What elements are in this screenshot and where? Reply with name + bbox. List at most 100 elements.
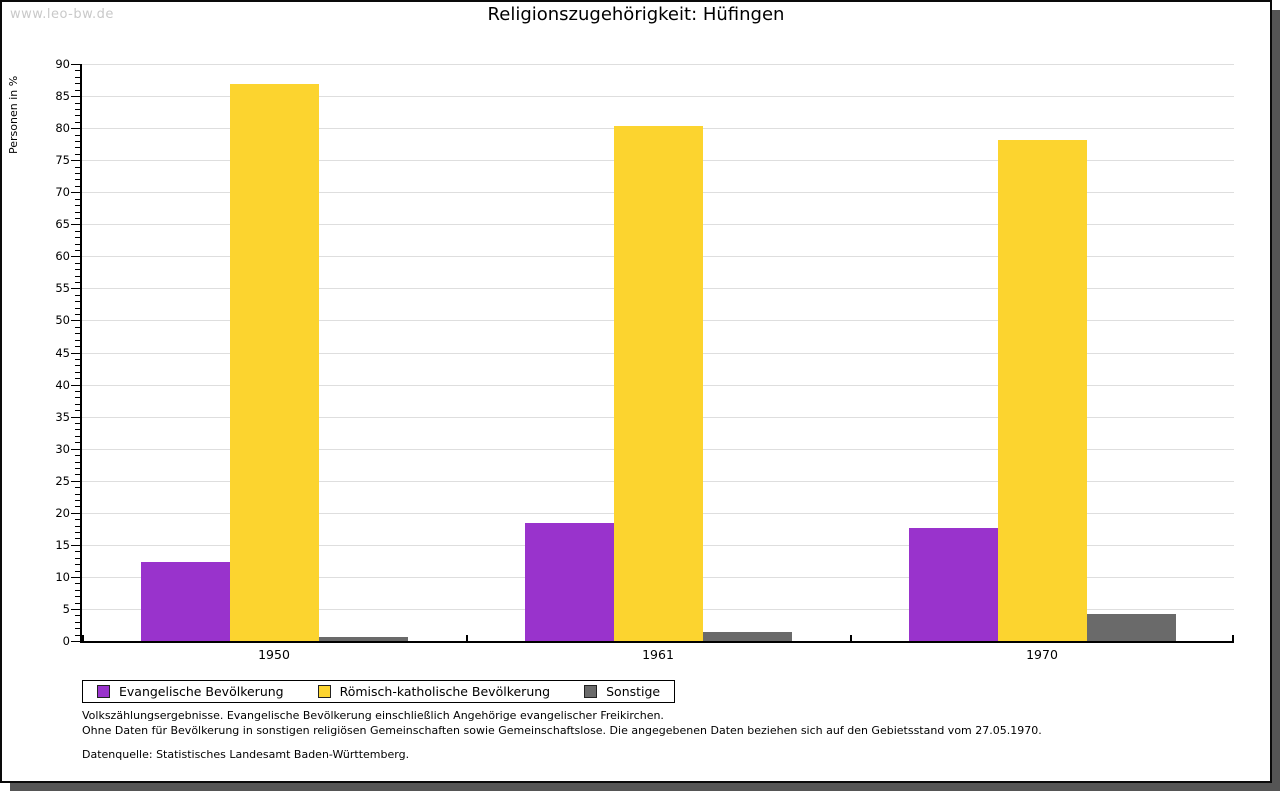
y-axis-minor-tick (75, 474, 80, 476)
y-axis-minor-tick (75, 487, 80, 489)
x-axis-line (80, 641, 1234, 643)
y-axis-minor-tick (75, 506, 80, 508)
gridline (82, 64, 1234, 65)
bar-evangelische-bev-lkerung-1961 (524, 523, 614, 641)
y-axis-major-tick (71, 192, 80, 194)
y-axis-minor-tick (75, 275, 80, 277)
y-axis-minor-tick (75, 237, 80, 239)
y-axis-title: Personen in % (7, 75, 20, 154)
y-axis-tick-label: 5 (62, 601, 70, 616)
y-axis-minor-tick (75, 621, 80, 623)
y-axis-tick-label: 80 (55, 121, 70, 136)
y-axis-minor-tick (75, 147, 80, 149)
y-axis-minor-tick (75, 179, 80, 181)
y-axis-minor-tick (75, 166, 80, 168)
bar-r-misch-katholische-bev-lkerung-1961 (613, 126, 703, 641)
y-axis-minor-tick (75, 243, 80, 245)
y-axis-major-tick (71, 641, 80, 642)
y-axis-minor-tick (75, 378, 80, 380)
y-axis-tick-label: 70 (55, 185, 70, 200)
y-axis-minor-tick (75, 314, 80, 315)
y-axis-minor-tick (75, 198, 80, 200)
bar-sonstige-1950 (318, 636, 408, 641)
y-axis-minor-tick (75, 371, 80, 373)
data-source: Datenquelle: Statistisches Landesamt Bad… (82, 748, 410, 761)
legend-item-2: Römisch-katholische Bevölkerung (317, 684, 551, 699)
legend-label: Römisch-katholische Bevölkerung (339, 684, 551, 699)
x-axis-tick (1232, 635, 1234, 641)
x-axis-category-label: 1970 (1026, 647, 1058, 662)
y-axis-tick-label: 35 (55, 409, 70, 424)
y-axis-minor-tick (75, 403, 80, 405)
y-axis-minor-tick (75, 89, 80, 91)
y-axis-minor-tick (75, 83, 80, 85)
y-axis-minor-tick (75, 397, 80, 399)
y-axis-minor-tick (75, 429, 80, 431)
y-axis-minor-tick (75, 102, 80, 104)
y-axis-minor-tick (75, 628, 80, 630)
y-axis-minor-tick (75, 596, 80, 598)
y-axis-minor-tick (75, 461, 80, 463)
y-axis-minor-tick (75, 230, 80, 232)
y-axis-minor-tick (75, 217, 80, 219)
footnote-line-2: Ohne Daten für Bevölkerung in sonstigen … (82, 723, 1042, 737)
y-axis-minor-tick (75, 121, 80, 123)
y-axis-major-tick (71, 160, 80, 162)
y-axis-minor-tick (75, 455, 80, 457)
bar-sonstige-1961 (702, 632, 792, 641)
y-axis-minor-tick (75, 76, 80, 78)
bar-sonstige-1970 (1086, 614, 1176, 641)
y-axis-minor-tick (75, 615, 80, 617)
y-axis-minor-tick (75, 301, 80, 303)
y-axis-major-tick (71, 352, 80, 354)
y-axis-tick-label: 75 (55, 153, 70, 168)
y-axis-minor-tick (75, 326, 80, 328)
y-axis-tick-label: 60 (55, 249, 70, 264)
footnote-line-1: Volkszählungsergebnisse. Evangelische Be… (82, 709, 664, 722)
y-axis-minor-tick (75, 205, 80, 206)
y-axis-minor-tick (75, 339, 80, 341)
y-axis-minor-tick (75, 435, 80, 437)
y-axis-minor-tick (75, 564, 80, 566)
y-axis-minor-tick (75, 570, 80, 572)
y-axis-minor-tick (75, 140, 80, 142)
y-axis-major-tick (71, 448, 80, 450)
bar-evangelische-bev-lkerung-1950 (140, 561, 230, 641)
x-axis-tick (850, 635, 852, 641)
y-axis-minor-tick (75, 358, 80, 360)
y-axis-minor-tick (75, 423, 80, 424)
y-axis-tick-label: 10 (55, 569, 70, 584)
y-axis-minor-tick (75, 262, 80, 264)
y-axis-minor-tick (75, 493, 80, 495)
y-axis-tick-label: 0 (62, 634, 70, 648)
legend-item-1: Evangelische Bevölkerung (97, 684, 284, 699)
y-axis-minor-tick (75, 365, 80, 367)
y-axis-major-tick (71, 288, 80, 290)
y-axis-minor-tick (75, 532, 80, 533)
y-axis-major-tick (71, 512, 80, 514)
y-axis-minor-tick (75, 211, 80, 213)
y-axis-tick-label: 65 (55, 217, 70, 232)
y-axis-minor-tick (75, 589, 80, 591)
x-axis-tick (466, 635, 468, 641)
y-axis-minor-tick (75, 346, 80, 348)
y-axis-tick-label: 90 (55, 57, 70, 71)
gridline (82, 96, 1234, 98)
y-axis-tick-label: 20 (55, 505, 70, 520)
y-axis-minor-tick (75, 525, 80, 527)
bar-r-misch-katholische-bev-lkerung-1950 (229, 83, 319, 641)
y-axis-major-tick (71, 576, 80, 578)
y-axis-minor-tick (75, 249, 80, 251)
y-axis-line (80, 64, 82, 641)
legend-label: Sonstige (606, 684, 661, 699)
y-axis-minor-tick (75, 307, 80, 309)
x-axis-category-label: 1950 (258, 647, 290, 662)
y-axis-major-tick (71, 224, 80, 226)
y-axis-tick-label: 15 (55, 537, 70, 552)
legend-item-3: Sonstige (584, 684, 660, 699)
y-axis-minor-tick (75, 185, 80, 187)
y-axis-major-tick (71, 64, 80, 65)
y-axis-major-tick (71, 96, 80, 98)
y-axis-minor-tick (75, 294, 80, 296)
